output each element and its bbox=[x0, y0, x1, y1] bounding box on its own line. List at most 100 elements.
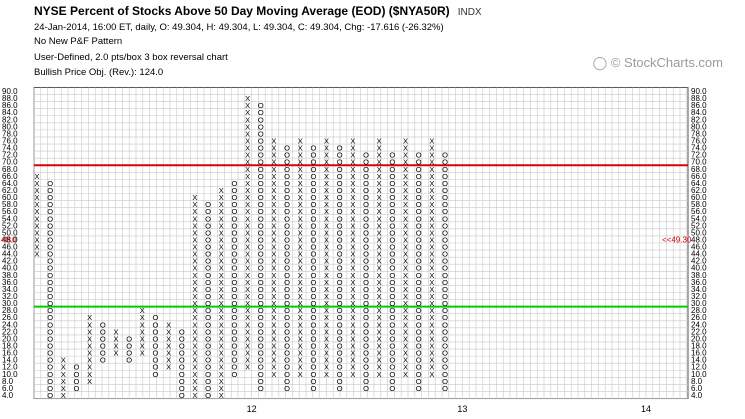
pnf-o-box: O bbox=[231, 292, 237, 301]
pnf-x-box: X bbox=[87, 313, 92, 322]
pnf-o-box: O bbox=[310, 306, 316, 315]
pnf-x-box: X bbox=[271, 172, 276, 181]
pnf-o-box: O bbox=[389, 250, 395, 259]
pnf-o-box: O bbox=[179, 370, 185, 379]
pnf-o-box: O bbox=[153, 320, 159, 329]
pnf-o-box: O bbox=[100, 320, 106, 329]
pnf-x-box: X bbox=[271, 158, 276, 167]
pnf-o-box: O bbox=[337, 292, 343, 301]
pnf-o-box: O bbox=[205, 235, 211, 244]
pnf-x-box: X bbox=[350, 370, 355, 379]
pnf-x-box: X bbox=[298, 320, 303, 329]
pnf-x-box: X bbox=[377, 221, 382, 230]
pnf-o-box: O bbox=[389, 327, 395, 336]
pnf-x-box: X bbox=[219, 313, 224, 322]
y-tick-label-right: 78.0 bbox=[691, 129, 707, 138]
pnf-o-box: O bbox=[47, 257, 53, 266]
pnf-x-box: X bbox=[219, 257, 224, 266]
y-tick-label-left: 70.0 bbox=[2, 158, 18, 167]
pnf-o-box: O bbox=[153, 370, 159, 379]
pnf-o-box: O bbox=[179, 363, 185, 372]
pnf-x-box: X bbox=[298, 151, 303, 160]
y-tick-label-right: 48.0 bbox=[691, 235, 707, 244]
pnf-x-box: X bbox=[324, 264, 329, 273]
pnf-x-box: X bbox=[87, 356, 92, 365]
y-tick-label-left: 18.0 bbox=[2, 342, 18, 351]
pnf-x-box: X bbox=[324, 144, 329, 153]
pnf-x-box: X bbox=[377, 172, 382, 181]
pnf-o-box: O bbox=[126, 349, 132, 358]
pnf-o-box: O bbox=[389, 349, 395, 358]
pnf-o-box: O bbox=[258, 384, 264, 393]
pnf-x-box: X bbox=[429, 200, 434, 209]
pnf-x-box: X bbox=[377, 200, 382, 209]
pnf-o-box: O bbox=[442, 306, 448, 315]
pnf-o-box: O bbox=[337, 214, 343, 223]
pnf-o-box: O bbox=[337, 370, 343, 379]
pnf-x-box: X bbox=[166, 334, 171, 343]
pnf-x-box: X bbox=[298, 165, 303, 174]
y-tick-label-right: 6.0 bbox=[691, 384, 703, 393]
pnf-x-box: X bbox=[403, 151, 408, 160]
y-tick-label-right: 80.0 bbox=[691, 122, 707, 131]
pnf-o-box: O bbox=[416, 278, 422, 287]
pnf-o-box: O bbox=[284, 356, 290, 365]
pnf-x-box: X bbox=[219, 235, 224, 244]
pnf-x-box: X bbox=[192, 257, 197, 266]
pnf-o-box: O bbox=[389, 271, 395, 280]
pnf-x-box: X bbox=[298, 299, 303, 308]
pnf-x-box: X bbox=[350, 165, 355, 174]
pnf-x-box: X bbox=[140, 334, 145, 343]
y-tick-label-right: 64.0 bbox=[691, 179, 707, 188]
pnf-x-box: X bbox=[245, 278, 250, 287]
pnf-x-box: X bbox=[298, 363, 303, 372]
pnf-x-box: X bbox=[271, 235, 276, 244]
pnf-o-box: O bbox=[337, 320, 343, 329]
pnf-o-box: O bbox=[47, 327, 53, 336]
pnf-o-box: O bbox=[442, 377, 448, 386]
pnf-x-box: X bbox=[350, 299, 355, 308]
y-tick-label-right: 32.0 bbox=[691, 292, 707, 301]
chart-type-line: User-Defined, 2.0 pts/box 3 box reversal… bbox=[34, 52, 228, 63]
pnf-o-box: O bbox=[205, 377, 211, 386]
y-tick-label-right: 44.0 bbox=[691, 250, 707, 259]
pnf-x-box: X bbox=[429, 214, 434, 223]
pnf-o-box: O bbox=[179, 327, 185, 336]
pnf-x-box: X bbox=[192, 356, 197, 365]
pnf-o-box: O bbox=[231, 214, 237, 223]
pnf-x-box: X bbox=[271, 349, 276, 358]
pnf-o-box: O bbox=[153, 327, 159, 336]
pnf-o-box: O bbox=[258, 342, 264, 351]
pnf-o-box: O bbox=[153, 356, 159, 365]
pnf-x-box: X bbox=[245, 264, 250, 273]
pnf-x-box: X bbox=[245, 299, 250, 308]
pnf-x-box: X bbox=[377, 292, 382, 301]
pnf-o-box: O bbox=[416, 320, 422, 329]
pnf-o-box: O bbox=[153, 342, 159, 351]
pnf-x-box: X bbox=[324, 136, 329, 145]
pnf-o-box: O bbox=[442, 186, 448, 195]
pnf-o-box: O bbox=[363, 356, 369, 365]
y-tick-label-right: 20.0 bbox=[691, 334, 707, 343]
pnf-x-box: X bbox=[403, 235, 408, 244]
pnf-x-box: X bbox=[245, 271, 250, 280]
pnf-x-box: X bbox=[403, 158, 408, 167]
pnf-o-box: O bbox=[416, 313, 422, 322]
pnf-o-box: O bbox=[389, 228, 395, 237]
quote-line: 24-Jan-2014, 16:00 ET, daily, O: 49.304,… bbox=[34, 22, 444, 33]
pnf-o-box: O bbox=[205, 391, 211, 400]
pnf-o-box: O bbox=[310, 285, 316, 294]
pnf-x-box: X bbox=[429, 193, 434, 202]
pnf-x-box: X bbox=[298, 342, 303, 351]
y-tick-label-right: 66.0 bbox=[691, 172, 707, 181]
pnf-o-box: O bbox=[284, 158, 290, 167]
pnf-x-box: X bbox=[377, 363, 382, 372]
pnf-x-box: X bbox=[245, 356, 250, 365]
y-tick-label-right: 50.0 bbox=[691, 228, 707, 237]
pnf-x-box: X bbox=[219, 391, 224, 400]
pnf-o-box: O bbox=[363, 370, 369, 379]
pnf-x-box: X bbox=[324, 221, 329, 230]
y-tick-label-left: 20.0 bbox=[2, 334, 18, 343]
pnf-o-box: O bbox=[389, 207, 395, 216]
pnf-o-box: O bbox=[416, 299, 422, 308]
